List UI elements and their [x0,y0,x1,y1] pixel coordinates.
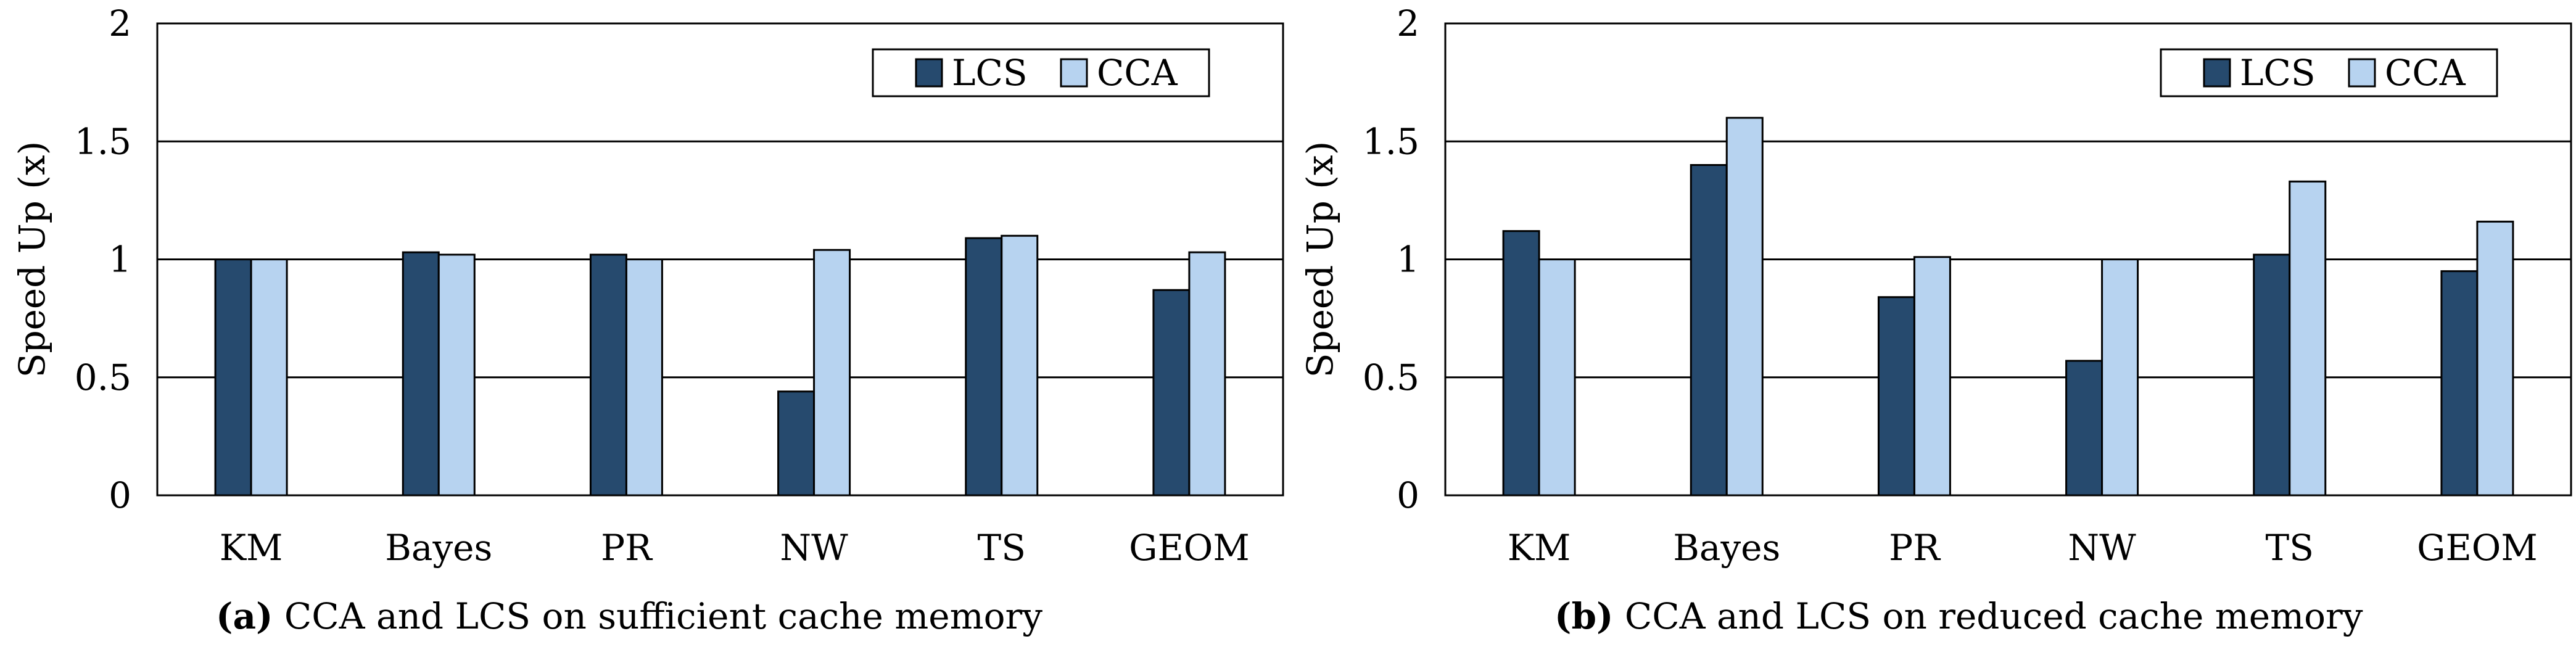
y-tick-label-a-3: 1.5 [75,120,131,162]
caption-b: (b) CCA and LCS on reduced cache memory [1554,595,2363,637]
y-tick-label-b-1: 0.5 [1363,357,1419,398]
bar-b-lcs-nw [2065,360,2103,497]
bar-b-cca-geom [2476,220,2514,497]
bar-b-cca-nw [2101,258,2139,497]
bar-a-lcs-pr [589,254,627,497]
y-tick-label-b-3: 1.5 [1363,120,1419,162]
y-axis-label-a: Speed Up (x) [11,141,53,378]
bar-a-lcs-ts [965,237,1003,497]
bar-b-lcs-pr [1877,296,1915,497]
y-tick-label-a-2: 1 [109,239,131,281]
legend-swatch-a-lcs [915,58,943,88]
chart-a: 0 0.5 1 1.5 2 Speed Up (x) KM Bayes PR NW TS GEOM LC… [11,2,1284,569]
bar-a-cca-pr [625,258,663,497]
y-tick-label-b-0: 0 [1397,474,1419,516]
bar-a-lcs-bayes [402,251,440,497]
bar-b-lcs-ts [2253,254,2291,497]
bar-a-lcs-km [214,258,252,497]
caption-a: (a) CCA and LCS on sufficient cache memo… [216,595,1042,637]
x-tick-label-b-0: KM [1508,527,1571,569]
y-tick-label-a-1: 0.5 [75,357,131,398]
legend-label-b-lcs: LCS [2240,52,2316,94]
bar-b-cca-bayes [1725,117,1764,497]
y-tick-label-b-4: 2 [1397,2,1419,44]
y-axis-label-b: Speed Up (x) [1299,141,1341,378]
x-tick-label-b-4: TS [2266,527,2314,569]
x-tick-label-a-3: NW [780,527,848,569]
legend-label-b-cca: CCA [2385,52,2466,94]
legend-label-a-lcs: LCS [952,52,1028,94]
caption-b-label: (b) [1554,595,1614,637]
legend-swatch-a-cca [1060,58,1088,88]
bar-b-lcs-bayes [1690,164,1728,497]
bar-b-cca-ts [2289,180,2327,497]
bar-a-lcs-geom [1152,289,1191,497]
bar-a-lcs-nw [777,390,815,497]
x-tick-label-a-1: Bayes [385,527,492,569]
bar-a-cca-bayes [437,254,476,497]
caption-a-label: (a) [216,595,273,637]
caption-b-text: CCA and LCS on reduced cache memory [1624,595,2363,637]
x-tick-label-b-1: Bayes [1673,527,1780,569]
x-tick-label-b-2: PR [1889,527,1941,569]
x-tick-label-a-0: KM [220,527,283,569]
bar-b-lcs-km [1502,230,1540,497]
bar-a-cca-nw [813,249,851,497]
caption-a-text: CCA and LCS on sufficient cache memory [284,595,1042,637]
legend-label-a-cca: CCA [1097,52,1178,94]
x-tick-label-b-5: GEOM [2417,527,2538,569]
bar-b-cca-pr [1913,256,1951,497]
x-tick-label-a-2: PR [601,527,653,569]
x-tick-label-a-5: GEOM [1129,527,1250,569]
y-tick-label-a-4: 2 [109,2,131,44]
x-tick-label-a-4: TS [978,527,1026,569]
legend-swatch-b-cca [2348,58,2376,88]
bar-b-cca-km [1538,258,1576,497]
y-tick-label-a-0: 0 [109,474,131,516]
x-tick-label-b-3: NW [2068,527,2136,569]
bar-b-lcs-geom [2440,270,2479,497]
y-tick-label-b-2: 1 [1397,239,1419,281]
bar-a-cca-geom [1188,251,1226,497]
bar-a-cca-ts [1001,234,1039,497]
bar-a-cca-km [250,258,288,497]
legend-swatch-b-lcs [2203,58,2231,88]
chart-b: 0 0.5 1 1.5 2 Speed Up (x) KM Bayes PR NW TS GEOM LC… [1299,2,2572,569]
